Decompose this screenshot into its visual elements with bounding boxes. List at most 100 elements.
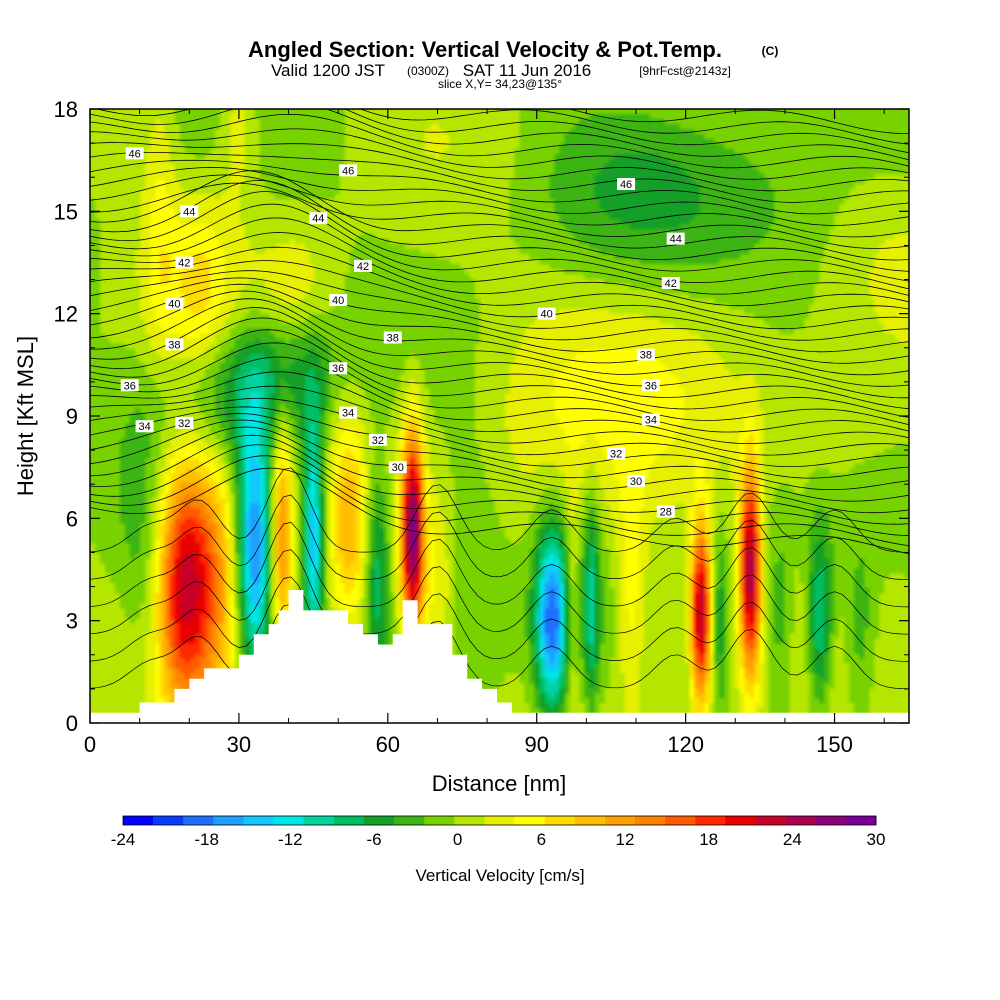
- theta-contour: [90, 603, 909, 690]
- colorbar-swatch: [665, 816, 696, 825]
- colorbar-swatch: [424, 816, 455, 825]
- svg-text:38: 38: [640, 350, 652, 362]
- contour-label: 32: [175, 416, 194, 430]
- theta-contour: [90, 159, 909, 215]
- colorbar-swatch: [153, 816, 184, 825]
- x-tick-label: 150: [816, 732, 853, 757]
- theta-contour: [90, 113, 909, 169]
- y-axis-label: Height [Kft MSL]: [13, 336, 38, 496]
- valid-time: Valid 1200 JST: [271, 61, 385, 80]
- valid-utc: (0300Z): [407, 64, 449, 78]
- theta-contour: [90, 467, 909, 555]
- colorbar-swatch: [333, 816, 365, 825]
- svg-text:30: 30: [392, 462, 404, 474]
- valid-date: SAT 11 Jun 2016: [463, 61, 592, 80]
- contour-label: 32: [368, 433, 387, 447]
- theta-contour: [90, 385, 909, 456]
- y-tick-label: 9: [66, 404, 78, 429]
- y-tick-label: 0: [66, 711, 78, 736]
- theta-contour: [90, 356, 909, 433]
- colorbar-swatch: [273, 816, 305, 825]
- theta-contour: [90, 203, 909, 290]
- svg-text:34: 34: [342, 408, 354, 420]
- forecast-info: [9hrFcst@2143z]: [639, 64, 731, 78]
- contour-label: 44: [309, 212, 328, 225]
- contour-label: 34: [339, 406, 358, 420]
- theta-contour: [90, 217, 909, 296]
- theta-contour: [90, 246, 909, 318]
- colorbar-swatch: [183, 816, 214, 825]
- colorbar-swatch: [755, 816, 786, 825]
- contour-label: 42: [661, 276, 680, 290]
- svg-text:38: 38: [387, 333, 399, 345]
- contour-label: 36: [329, 362, 348, 375]
- theta-contour: [90, 576, 909, 662]
- contour-label: 32: [607, 447, 626, 461]
- theta-contour: [90, 298, 909, 387]
- colorbar-swatch: [303, 816, 335, 825]
- svg-text:36: 36: [645, 380, 657, 392]
- colorbar-tick-label: 12: [616, 830, 635, 849]
- colorbar-tick-label: -12: [278, 830, 303, 849]
- contour-label: 30: [627, 474, 645, 488]
- chart-title-suffix: (C): [762, 44, 779, 58]
- colorbar-swatch: [785, 816, 817, 825]
- theta-contour: [90, 342, 909, 426]
- theta-contour: [359, 109, 909, 145]
- theta-contour: [90, 494, 909, 581]
- colorbar-swatch: [363, 816, 395, 825]
- theta-contour: [90, 307, 909, 399]
- theta-contour: [90, 166, 909, 226]
- theta-contour: [90, 413, 909, 490]
- theta-contour: [90, 419, 909, 502]
- svg-text:42: 42: [665, 278, 677, 290]
- contour-label: 40: [537, 307, 556, 321]
- colorbar-swatch: [213, 816, 244, 825]
- contour-label: 38: [383, 331, 402, 345]
- theta-contour: [90, 317, 909, 410]
- y-tick-label: 6: [66, 506, 78, 531]
- theta-contour: [90, 270, 909, 341]
- colorbar-swatch: [514, 816, 545, 825]
- contour-label: 28: [656, 505, 675, 519]
- colorbar-swatch: [725, 816, 756, 825]
- theta-contour: [90, 406, 909, 479]
- svg-text:44: 44: [183, 206, 195, 218]
- colorbar-tick-label: 6: [537, 830, 546, 849]
- contour-label: 36: [120, 379, 139, 392]
- svg-text:30: 30: [630, 476, 642, 488]
- theta-contour: [90, 434, 909, 525]
- theta-contour: [90, 397, 909, 468]
- svg-text:34: 34: [645, 414, 657, 426]
- theta-contour: [95, 109, 909, 154]
- terrain: [90, 590, 909, 723]
- colorbar-swatch: [695, 816, 726, 825]
- colorbar-tick-label: 18: [699, 830, 718, 849]
- colorbar-label: Vertical Velocity [cm/s]: [415, 866, 584, 885]
- contour-label: 38: [636, 348, 655, 362]
- svg-text:44: 44: [670, 234, 682, 246]
- theta-contour: [90, 549, 909, 635]
- colorbar-swatch: [815, 816, 847, 825]
- colorbar-swatch: [484, 816, 515, 825]
- svg-text:46: 46: [129, 148, 141, 160]
- y-tick-label: 18: [54, 97, 78, 122]
- theta-contour: [90, 142, 909, 192]
- theta-contour: [90, 260, 909, 330]
- colorbar-swatch: [574, 816, 606, 825]
- theta-contour: [90, 467, 909, 553]
- colorbar-tick-label: -18: [194, 830, 219, 849]
- colorbar-swatch: [454, 816, 485, 825]
- svg-text:36: 36: [332, 363, 344, 375]
- colorbar-swatch: [123, 816, 154, 825]
- svg-text:40: 40: [168, 298, 180, 310]
- theta-contour: [90, 170, 909, 261]
- x-tick-label: 30: [227, 732, 251, 757]
- contour-label: 34: [135, 420, 154, 433]
- contour-label: 40: [165, 297, 184, 310]
- theta-contour: [90, 152, 909, 203]
- vertical-velocity-field: [90, 109, 909, 723]
- colorbar: [122, 815, 877, 826]
- svg-text:46: 46: [342, 165, 354, 177]
